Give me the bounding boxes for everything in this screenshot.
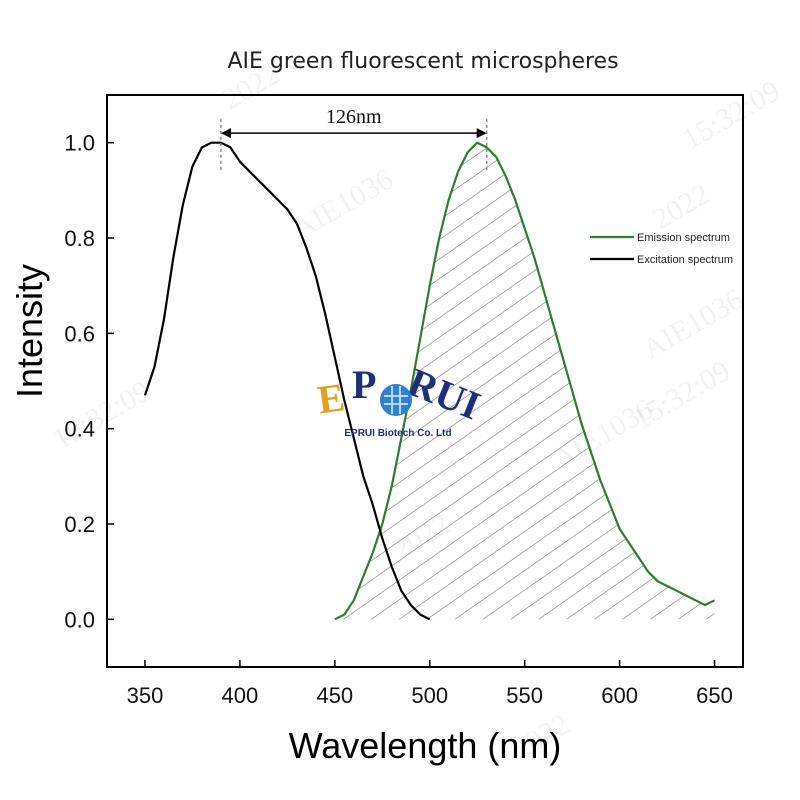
plot-frame bbox=[106, 94, 744, 668]
x-tick-label: 450 bbox=[316, 683, 353, 708]
arrow-head-right bbox=[476, 128, 487, 139]
x-tick-label: 650 bbox=[696, 683, 733, 708]
watermark-text: AIE1036 bbox=[287, 162, 399, 246]
legend-label: Emission spectrum bbox=[637, 232, 730, 244]
excitation-line bbox=[143, 141, 431, 621]
peak-separation-annotation: 126nm bbox=[220, 106, 488, 172]
globe-grid-icon bbox=[384, 386, 408, 414]
y-tick-label: 1.0 bbox=[64, 131, 95, 156]
legend: Emission spectrum Excitation spectrum bbox=[590, 232, 733, 266]
x-axis-title: Wavelength (nm) bbox=[289, 725, 562, 766]
x-tick-label: 500 bbox=[411, 683, 448, 708]
y-tick-label: 0.6 bbox=[64, 321, 95, 346]
emission-hatch-fill bbox=[334, 142, 715, 620]
legend-label: Excitation spectrum bbox=[637, 254, 733, 266]
globe-icon bbox=[380, 384, 412, 416]
x-tick-label: 600 bbox=[601, 683, 638, 708]
logo-letter-p: P bbox=[352, 362, 376, 407]
y-axis-title: Intensity bbox=[9, 264, 50, 398]
separation-label: 126nm bbox=[326, 106, 382, 128]
y-tick-label: 0.8 bbox=[64, 226, 95, 251]
watermark-text: 15:32:09 bbox=[677, 74, 786, 156]
watermark-text: 15:32:09 bbox=[47, 374, 156, 456]
emission-area bbox=[334, 142, 715, 620]
logo-letter-e: E bbox=[315, 374, 348, 422]
y-tick-label: 0.4 bbox=[64, 417, 95, 442]
emission-line bbox=[334, 141, 715, 621]
company-name: EPRUI Biotech Co. Ltd bbox=[344, 428, 451, 439]
chart-title: AIE green fluorescent microspheres bbox=[227, 49, 618, 74]
y-tick-label: 0.0 bbox=[64, 607, 95, 632]
y-tick-label: 0.2 bbox=[64, 512, 95, 537]
series-layer bbox=[143, 141, 715, 621]
watermark-text: AIE1036 bbox=[637, 282, 749, 366]
watermark-text: 2022 bbox=[647, 177, 715, 236]
arrow-head-left bbox=[220, 128, 231, 139]
axis-ticks: 350 400 450 500 550 600 650 0.0 0.2 0.4 0.6 0.8 1.0 bbox=[64, 131, 732, 708]
x-tick-label: 550 bbox=[506, 683, 543, 708]
x-tick-label: 350 bbox=[127, 683, 164, 708]
x-tick-label: 400 bbox=[222, 683, 259, 708]
